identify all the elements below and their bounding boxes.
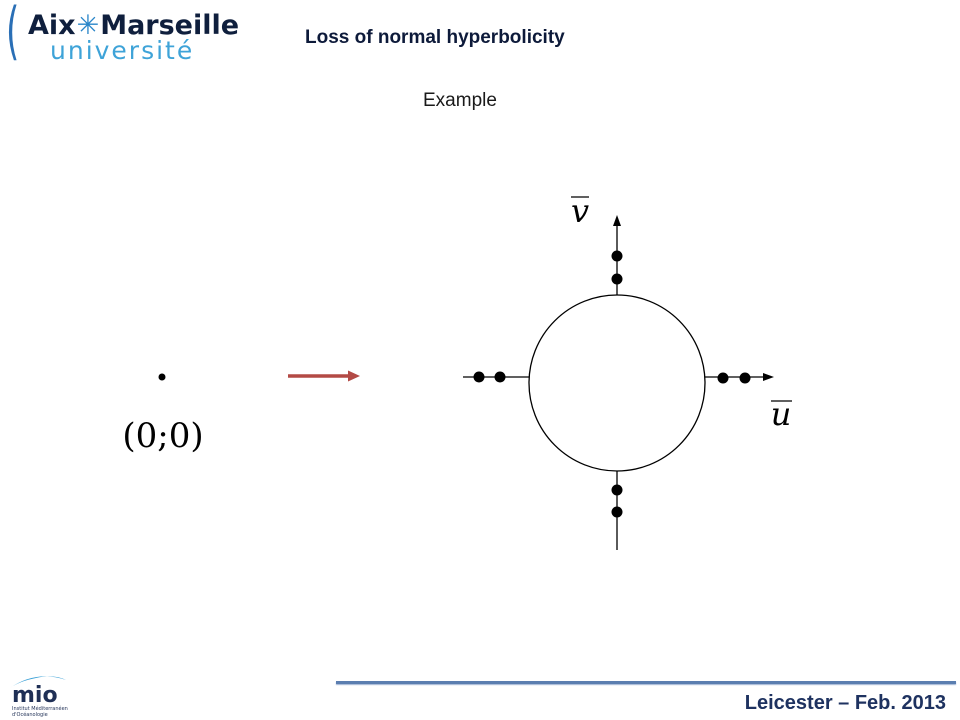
- slide-subtitle: Example: [423, 90, 497, 111]
- logo-text-aix: Aix: [28, 10, 76, 41]
- equilibrium-bottom-outer: [611, 506, 623, 518]
- logo-bracket: (: [6, 0, 20, 67]
- equilibrium-right-inner: [717, 372, 729, 384]
- origin-point: [158, 373, 166, 381]
- footer-rule: [336, 681, 956, 684]
- equilibrium-right-outer: [739, 372, 751, 384]
- mio-logo-text: mio: [12, 683, 58, 708]
- logo-text-marseille: Marseille: [100, 10, 240, 41]
- v-axis-label: v: [571, 192, 589, 230]
- aix-marseille-logo: ( Aix✳Marseille université: [6, 0, 239, 72]
- blowup-circle: [528, 294, 706, 472]
- mio-logo-caption-1: Institut Méditerranéen: [12, 705, 68, 712]
- equilibrium-bottom-inner: [611, 484, 623, 496]
- u-axis-positive: [705, 373, 774, 381]
- slide-title: Loss of normal hyperbolicity: [305, 27, 565, 48]
- mio-logo-caption-2: d'Océanologie: [12, 711, 48, 718]
- logo-star-icon: ✳: [76, 10, 100, 41]
- transition-arrow: [288, 370, 360, 382]
- u-axis-label-group: u: [771, 395, 792, 433]
- footer-text: Leicester – Feb. 2013: [744, 692, 946, 714]
- equilibrium-left-outer: [473, 371, 485, 383]
- equilibrium-top-inner: [611, 273, 623, 285]
- u-axis-label: u: [771, 395, 792, 433]
- equilibrium-left-inner: [494, 371, 506, 383]
- origin-label: (0;0): [122, 416, 203, 456]
- v-axis-label-group: v: [571, 192, 589, 230]
- equilibrium-top-outer: [611, 250, 623, 262]
- mio-logo: mio Institut Méditerranéen d'Océanologie: [10, 676, 68, 718]
- logo-wordmark-line2: université: [50, 36, 195, 65]
- logo-wordmark-line1: Aix✳Marseille: [28, 12, 239, 39]
